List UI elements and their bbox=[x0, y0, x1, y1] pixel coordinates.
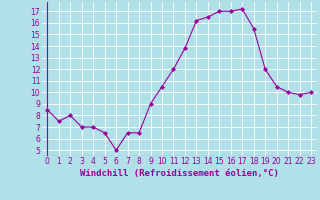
X-axis label: Windchill (Refroidissement éolien,°C): Windchill (Refroidissement éolien,°C) bbox=[80, 169, 279, 178]
